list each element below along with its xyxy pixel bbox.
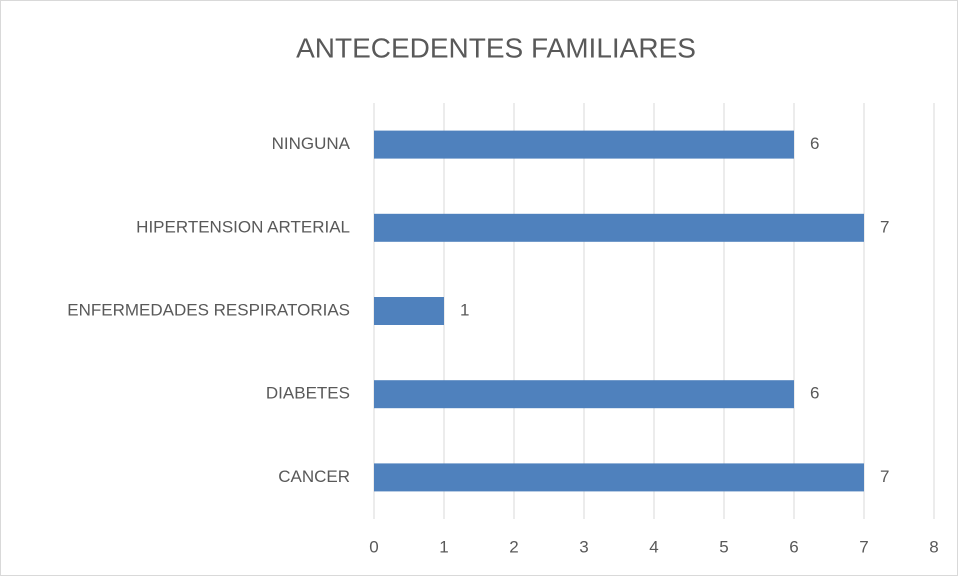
chart-title: ANTECEDENTES FAMILIARES — [296, 32, 696, 63]
x-tick-label: 0 — [369, 537, 378, 556]
data-label: 6 — [810, 384, 819, 403]
x-tick-label: 3 — [579, 537, 588, 556]
bar — [374, 297, 444, 325]
y-tick-label: ENFERMEDADES RESPIRATORIAS — [67, 300, 350, 319]
x-tick-label: 6 — [789, 537, 798, 556]
bar — [374, 130, 794, 159]
data-label: 1 — [460, 300, 469, 319]
x-tick-label: 7 — [859, 537, 868, 556]
data-label: 6 — [810, 134, 819, 153]
y-tick-label: NINGUNA — [272, 134, 351, 153]
bar — [374, 213, 864, 242]
x-tick-label: 1 — [439, 537, 448, 556]
x-tick-label: 4 — [649, 537, 658, 556]
data-label: 7 — [880, 217, 889, 236]
y-tick-label: DIABETES — [266, 384, 350, 403]
y-tick-label: HIPERTENSION ARTERIAL — [136, 217, 350, 236]
bar — [374, 380, 794, 409]
x-tick-label: 2 — [509, 537, 518, 556]
data-label: 7 — [880, 467, 889, 486]
x-tick-label: 8 — [929, 537, 938, 556]
bar — [374, 463, 864, 492]
y-tick-label: CANCER — [278, 467, 350, 486]
x-tick-label: 5 — [719, 537, 728, 556]
